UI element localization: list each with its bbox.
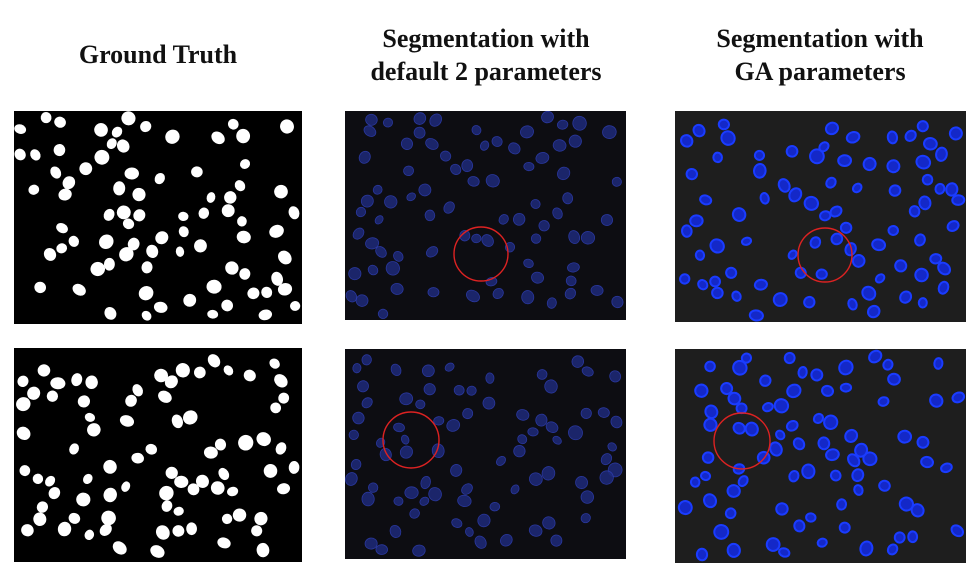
- cell-image: [345, 111, 626, 320]
- title-ga-parameters: Segmentation with GA parameters: [716, 24, 924, 86]
- highlight-circle: [382, 411, 440, 469]
- highlight-circle: [453, 226, 509, 282]
- highlight-circle: [797, 227, 853, 283]
- ga-segmentation-image-2: [675, 349, 966, 563]
- ground-truth-image-1: [14, 111, 302, 324]
- default-segmentation-image-1: [345, 111, 626, 320]
- title-default-parameters: Segmentation with default 2 parameters: [370, 24, 602, 86]
- ga-segmentation-image-1: [675, 111, 966, 322]
- cell-image: [675, 111, 966, 322]
- cell-image: [675, 349, 966, 563]
- default-segmentation-image-2: [345, 349, 626, 559]
- cell-image: [14, 111, 302, 324]
- ground-truth-image-2: [14, 348, 302, 562]
- highlight-circle: [713, 412, 771, 470]
- cell-image: [14, 348, 302, 562]
- title-ground-truth: Ground Truth: [78, 40, 238, 69]
- cell-image: [345, 349, 626, 559]
